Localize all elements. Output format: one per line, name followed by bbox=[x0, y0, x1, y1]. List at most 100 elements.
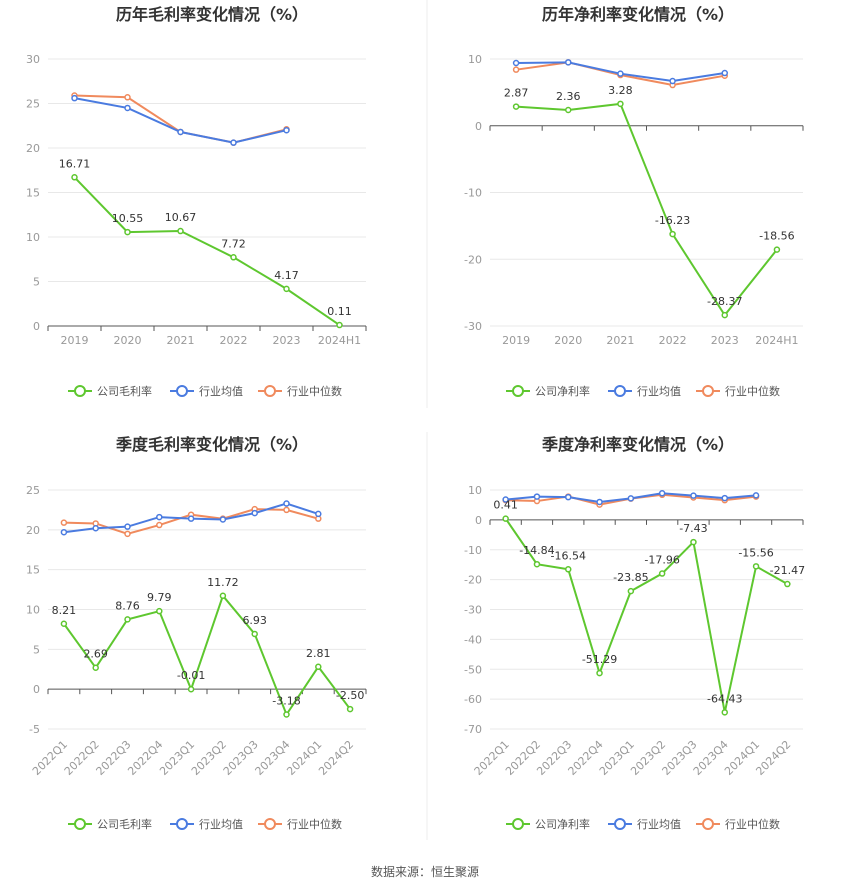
y-tick-label: 5 bbox=[33, 276, 40, 289]
data-label: 2.87 bbox=[504, 87, 529, 100]
data-label: 6.93 bbox=[242, 614, 267, 627]
legend-marker-industry-median[interactable] bbox=[264, 818, 276, 830]
legend-label-industry-median[interactable]: 行业中位数 bbox=[725, 384, 780, 398]
data-point-company bbox=[92, 664, 99, 671]
y-tick-label: -30 bbox=[464, 604, 482, 617]
x-tick-label: 2021 bbox=[167, 334, 195, 347]
legend-marker-company[interactable] bbox=[512, 818, 524, 830]
y-tick-label: -30 bbox=[464, 320, 482, 333]
data-point-company bbox=[251, 630, 258, 638]
data-label: 0.11 bbox=[327, 305, 352, 318]
y-tick-label: -40 bbox=[464, 633, 482, 646]
chart-title: 季度毛利率变化情况（%） bbox=[115, 435, 308, 454]
legend-marker-industry-median[interactable] bbox=[702, 385, 714, 397]
series-line-company bbox=[63, 593, 351, 717]
data-point-company bbox=[669, 230, 676, 238]
data-point-industry-median bbox=[124, 530, 131, 538]
y-tick-label: 0 bbox=[33, 683, 40, 696]
data-point-industry-avg bbox=[219, 516, 227, 523]
legend-label-company[interactable]: 公司毛利率 bbox=[97, 817, 152, 831]
x-tick-label: 2020 bbox=[554, 334, 582, 347]
data-point-company bbox=[773, 246, 781, 253]
legend-marker-company[interactable] bbox=[512, 385, 524, 397]
legend-label-industry-avg[interactable]: 行业均值 bbox=[199, 818, 243, 831]
data-point-company bbox=[60, 620, 68, 628]
data-point-industry-avg bbox=[187, 515, 195, 522]
data-point-company bbox=[533, 560, 541, 568]
legend-marker-industry-median[interactable] bbox=[702, 818, 714, 830]
y-tick-label: 10 bbox=[26, 231, 40, 244]
data-point-company bbox=[617, 100, 624, 108]
legend-marker-industry-avg[interactable] bbox=[176, 818, 188, 830]
legend-label-industry-median[interactable]: 行业中位数 bbox=[287, 817, 342, 831]
legend-label-industry-avg[interactable]: 行业均值 bbox=[637, 385, 681, 398]
data-label: 9.79 bbox=[147, 591, 172, 604]
data-label: -18.56 bbox=[759, 230, 794, 243]
chart-quarterly-net-margin: 季度净利率变化情况（%）-70-60-50-40-30-20-100102022… bbox=[464, 435, 805, 831]
chart-title: 历年净利率变化情况（%） bbox=[542, 5, 734, 24]
data-point-industry-avg bbox=[283, 500, 290, 507]
data-point-industry-avg bbox=[565, 59, 572, 66]
y-tick-label: -10 bbox=[464, 544, 482, 557]
data-point-industry-avg bbox=[315, 510, 322, 518]
chart-annual-net-margin: 历年净利率变化情况（%） -30 -20 -10 0 10 2019 2020 2021 2022… bbox=[464, 5, 804, 398]
y-tick-label: 25 bbox=[26, 98, 40, 111]
y-tick-label: -10 bbox=[464, 187, 482, 200]
legend-label-industry-median[interactable]: 行业中位数 bbox=[725, 817, 780, 831]
data-point-company bbox=[230, 254, 237, 261]
legend-marker-industry-median[interactable] bbox=[264, 385, 276, 397]
data-label: 0.41 bbox=[493, 499, 518, 512]
data-label: -0.01 bbox=[177, 669, 205, 682]
legend-marker-company[interactable] bbox=[74, 385, 86, 397]
legend-label-company[interactable]: 公司净利率 bbox=[535, 384, 590, 398]
x-tick-label: 2024H1 bbox=[755, 334, 798, 347]
data-point-company bbox=[596, 669, 603, 677]
y-tick-label: 10 bbox=[468, 53, 482, 66]
legend-marker-industry-avg[interactable] bbox=[614, 385, 626, 397]
y-tick-label: 5 bbox=[33, 643, 40, 656]
data-label: 8.76 bbox=[115, 599, 140, 612]
data-point-industry-avg bbox=[752, 492, 760, 499]
legend-label-company[interactable]: 公司毛利率 bbox=[97, 384, 152, 398]
data-label: -28.37 bbox=[707, 295, 742, 308]
data-point-industry-median bbox=[124, 94, 131, 101]
legend-marker-industry-avg[interactable] bbox=[614, 818, 626, 830]
x-tick-label: 2019 bbox=[502, 334, 530, 347]
y-tick-label: -60 bbox=[464, 693, 482, 706]
data-label: -14.84 bbox=[519, 544, 554, 557]
y-tick-label: -5 bbox=[29, 723, 40, 736]
data-point-industry-avg bbox=[565, 493, 572, 501]
data-point-company bbox=[512, 103, 520, 110]
data-point-company bbox=[565, 106, 572, 114]
data-point-industry-avg bbox=[721, 69, 728, 77]
data-point-company bbox=[336, 321, 343, 329]
data-point-industry-avg bbox=[596, 498, 603, 506]
data-point-company bbox=[219, 592, 227, 600]
legend-label-company[interactable]: 公司净利率 bbox=[535, 817, 590, 831]
data-point-industry-avg bbox=[721, 494, 728, 502]
x-tick-label: 2022 bbox=[220, 334, 248, 347]
data-point-industry-avg bbox=[627, 495, 635, 502]
chart-annual-gross-margin: 历年毛利率变化情况（%） 0 5 10 15 20 25 30 2019 2020 2021 2022… bbox=[26, 5, 367, 398]
x-tick-label: 2024Q2 bbox=[753, 738, 793, 778]
data-point-company bbox=[752, 563, 760, 570]
legend-marker-company[interactable] bbox=[74, 818, 86, 830]
y-tick-label: 0 bbox=[33, 320, 40, 333]
data-label: -21.47 bbox=[770, 564, 805, 577]
data-label: 11.72 bbox=[207, 576, 239, 589]
data-point-industry-avg bbox=[124, 104, 131, 112]
legend-label-industry-median[interactable]: 行业中位数 bbox=[287, 384, 342, 398]
y-tick-label: -20 bbox=[464, 253, 482, 266]
data-point-industry-avg bbox=[502, 496, 509, 503]
x-tick-label: 2023 bbox=[273, 334, 301, 347]
legend-label-industry-avg[interactable]: 行业均值 bbox=[199, 385, 243, 398]
data-point-company bbox=[784, 580, 791, 588]
data-point-company bbox=[156, 607, 163, 615]
data-point-company bbox=[283, 711, 290, 718]
legend-marker-industry-avg[interactable] bbox=[176, 385, 188, 397]
y-tick-label: -20 bbox=[464, 574, 482, 587]
chart-title: 历年毛利率变化情况（%） bbox=[116, 5, 308, 24]
data-point-industry-median bbox=[60, 519, 68, 526]
legend-label-industry-avg[interactable]: 行业均值 bbox=[637, 818, 681, 831]
